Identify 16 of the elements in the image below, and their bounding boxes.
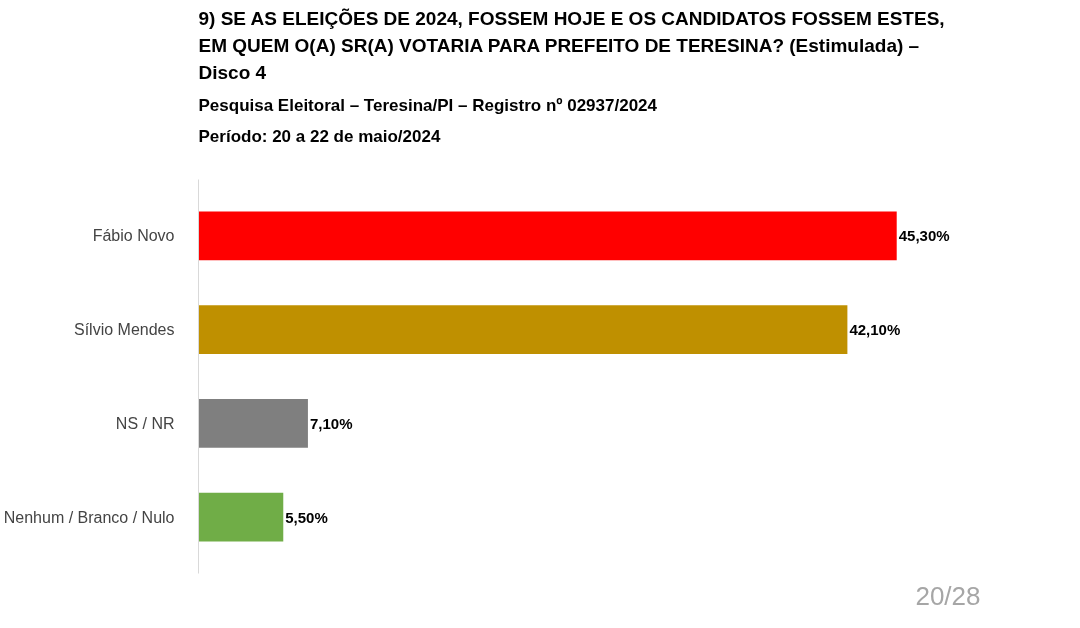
text: Pesquisa Eleitoral – Teresina/PI – Registro nº 02937/2024 — [198, 95, 658, 115]
data-label: 45,30% — [898, 227, 950, 245]
y-tick-label: NS / NR — [115, 414, 175, 432]
y-tick-label: Nenhum / Branco / Nulo — [3, 508, 175, 526]
data-label: 5,50% — [285, 508, 328, 526]
bar — [198, 399, 308, 448]
data-label: 42,10% — [849, 321, 901, 339]
text: 20/28 — [915, 580, 981, 611]
text: Período: 20 a 22 de maio/2024 — [198, 126, 441, 146]
bar — [198, 492, 284, 542]
data-label: 7,10% — [309, 414, 353, 432]
y-tick-label: Sílvio Mendes — [74, 321, 175, 339]
chart-title: 9) SE AS ELEIÇÕES DE 2024, FOSSEM HOJE E OS CANDIDATOS FOSSEM ESTES, EM QUEM O(A) SR(A) VOTARIA PARA PREFEITO DE TERESINA? (Estimulada) – Disco 4 — [198, 7, 945, 84]
bar — [198, 211, 897, 261]
y-tick-label: Fábio Novo — [92, 227, 175, 245]
bar — [198, 305, 848, 354]
